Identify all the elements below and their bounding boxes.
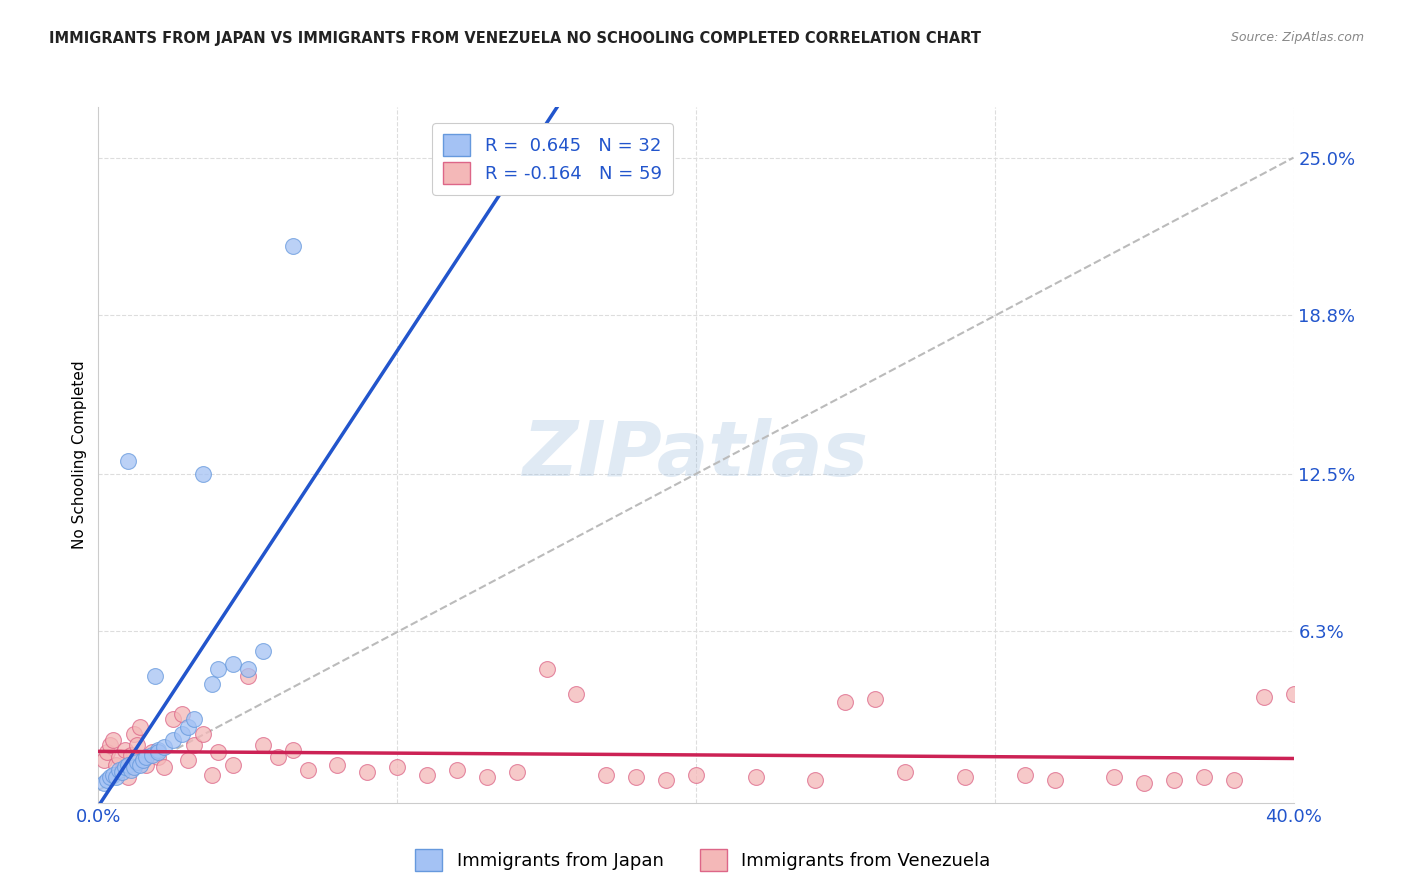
Point — [446, 763, 468, 777]
Point — [108, 750, 131, 764]
Point — [953, 771, 976, 785]
Point — [96, 772, 118, 787]
Text: Source: ZipAtlas.com: Source: ZipAtlas.com — [1230, 31, 1364, 45]
Point — [252, 644, 274, 658]
Point — [745, 771, 768, 785]
Point — [103, 768, 125, 782]
Point — [1043, 772, 1066, 787]
Point — [129, 720, 152, 734]
Point — [536, 662, 558, 676]
Point — [153, 740, 176, 755]
Point — [141, 745, 163, 759]
Point — [267, 750, 290, 764]
Point — [506, 765, 529, 780]
Point — [685, 768, 707, 782]
Point — [120, 747, 142, 762]
Point — [1133, 775, 1156, 789]
Point — [162, 712, 184, 726]
Point — [148, 745, 170, 759]
Point — [111, 765, 134, 780]
Point — [117, 454, 139, 468]
Point — [191, 467, 214, 481]
Point — [177, 720, 200, 734]
Point — [172, 727, 194, 741]
Point — [96, 745, 118, 759]
Point — [1014, 768, 1036, 782]
Point — [191, 727, 214, 741]
Point — [207, 662, 229, 676]
Legend: R =  0.645   N = 32, R = -0.164   N = 59: R = 0.645 N = 32, R = -0.164 N = 59 — [433, 123, 672, 195]
Point — [105, 757, 128, 772]
Point — [281, 239, 304, 253]
Point — [183, 738, 205, 752]
Point — [297, 763, 319, 777]
Point — [626, 771, 648, 785]
Point — [207, 745, 229, 759]
Point — [416, 768, 439, 782]
Point — [143, 669, 166, 683]
Point — [356, 765, 378, 780]
Point — [894, 765, 917, 780]
Text: IMMIGRANTS FROM JAPAN VS IMMIGRANTS FROM VENEZUELA NO SCHOOLING COMPLETED CORREL: IMMIGRANTS FROM JAPAN VS IMMIGRANTS FROM… — [49, 31, 981, 46]
Point — [129, 757, 152, 772]
Text: ZIPatlas: ZIPatlas — [523, 418, 869, 491]
Point — [177, 753, 200, 767]
Point — [475, 771, 498, 785]
Point — [222, 757, 245, 772]
Point — [172, 707, 194, 722]
Point — [236, 662, 259, 676]
Point — [222, 657, 245, 671]
Point — [98, 738, 122, 752]
Point — [162, 732, 184, 747]
Point — [1223, 772, 1246, 787]
Point — [93, 775, 115, 789]
Point — [132, 753, 155, 767]
Point — [252, 738, 274, 752]
Point — [120, 763, 142, 777]
Point — [236, 669, 259, 683]
Point — [1253, 690, 1275, 704]
Point — [148, 742, 170, 756]
Point — [114, 760, 136, 774]
Point — [111, 763, 134, 777]
Point — [117, 771, 139, 785]
Point — [127, 738, 149, 752]
Point — [183, 712, 205, 726]
Point — [201, 768, 224, 782]
Point — [135, 757, 157, 772]
Point — [135, 750, 157, 764]
Point — [108, 763, 131, 777]
Point — [98, 771, 122, 785]
Point — [141, 747, 163, 762]
Point — [114, 742, 136, 756]
Point — [201, 677, 224, 691]
Point — [1282, 687, 1305, 701]
Point — [655, 772, 678, 787]
Legend: Immigrants from Japan, Immigrants from Venezuela: Immigrants from Japan, Immigrants from V… — [408, 842, 998, 879]
Point — [565, 687, 588, 701]
Point — [153, 760, 176, 774]
Point — [865, 692, 887, 706]
Point — [117, 757, 139, 772]
Point — [281, 742, 304, 756]
Point — [595, 768, 617, 782]
Point — [834, 695, 856, 709]
Point — [385, 760, 409, 774]
Point — [326, 757, 349, 772]
Point — [127, 756, 149, 770]
Point — [1163, 772, 1185, 787]
Point — [124, 760, 146, 774]
Point — [124, 727, 146, 741]
Y-axis label: No Schooling Completed: No Schooling Completed — [72, 360, 87, 549]
Point — [105, 771, 128, 785]
Point — [103, 732, 125, 747]
Point — [132, 753, 155, 767]
Point — [1192, 771, 1215, 785]
Point — [148, 750, 170, 764]
Point — [804, 772, 827, 787]
Point — [93, 753, 115, 767]
Point — [1104, 771, 1126, 785]
